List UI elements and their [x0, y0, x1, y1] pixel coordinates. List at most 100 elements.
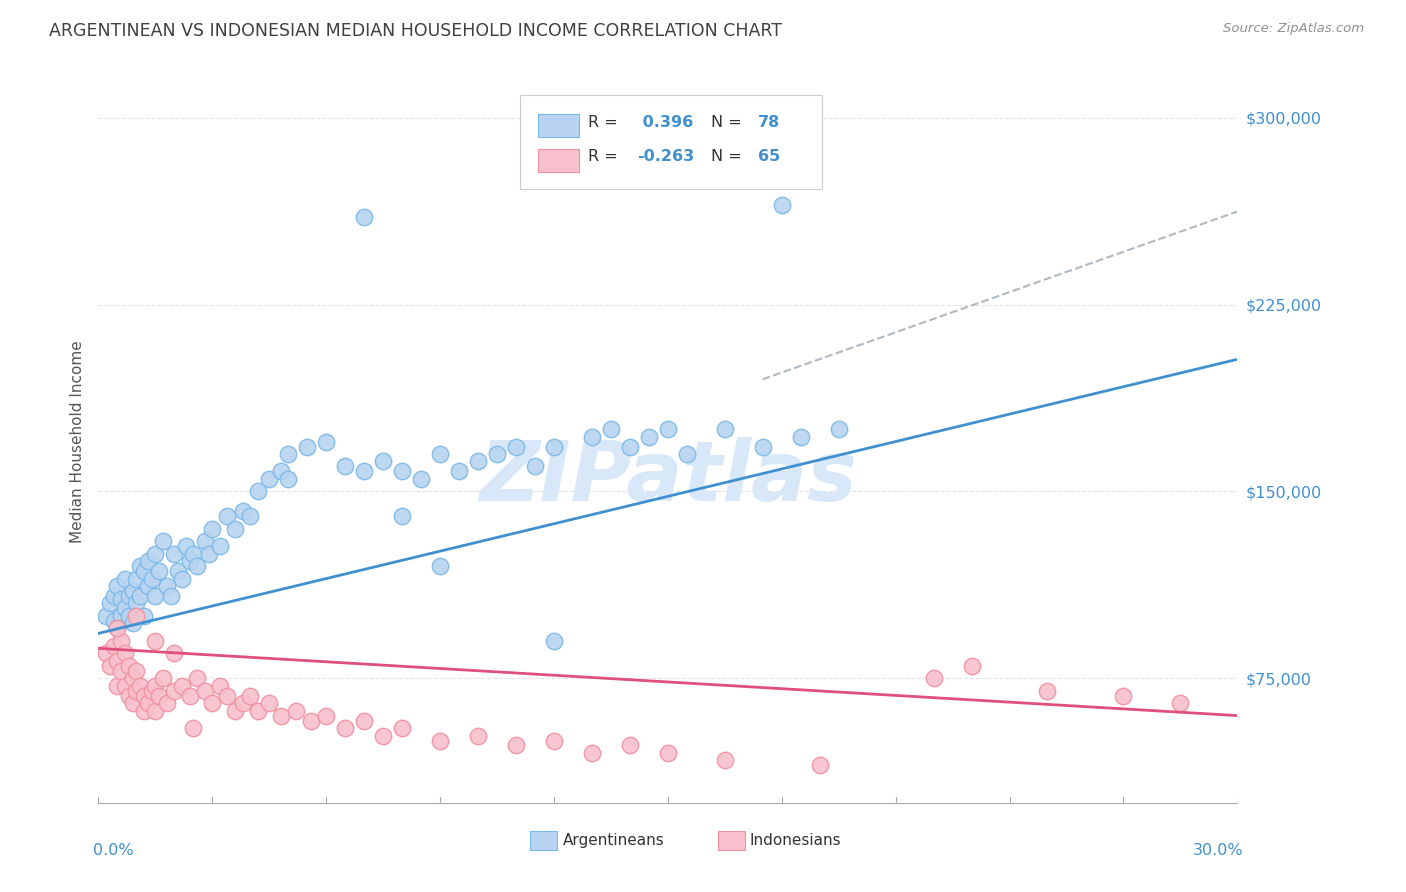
Point	[121, 696, 143, 710]
Point	[186, 671, 208, 685]
Point	[297, 440, 319, 454]
Point	[270, 708, 292, 723]
Text: 30.0%: 30.0%	[1192, 843, 1243, 857]
Point	[259, 472, 281, 486]
Point	[277, 447, 299, 461]
Point	[790, 429, 813, 443]
Point	[335, 459, 357, 474]
Point	[114, 646, 136, 660]
Point	[94, 609, 117, 624]
Point	[543, 440, 565, 454]
Point	[246, 704, 269, 718]
Point	[208, 679, 231, 693]
Point	[1170, 696, 1192, 710]
Point	[657, 422, 679, 436]
Point	[118, 609, 141, 624]
Point	[145, 589, 167, 603]
Point	[136, 554, 159, 568]
Point	[277, 472, 299, 486]
Point	[129, 559, 152, 574]
Point	[107, 621, 129, 635]
Point	[118, 589, 141, 603]
Point	[201, 522, 224, 536]
Point	[141, 572, 163, 586]
Text: N =: N =	[711, 115, 747, 129]
Point	[145, 704, 167, 718]
Point	[163, 683, 186, 698]
Point	[194, 683, 217, 698]
Text: 65: 65	[758, 149, 780, 164]
Point	[125, 609, 148, 624]
Point	[449, 465, 471, 479]
Point	[581, 429, 603, 443]
Point	[156, 579, 179, 593]
Point	[770, 198, 793, 212]
Point	[125, 572, 148, 586]
Point	[103, 639, 125, 653]
Point	[371, 454, 394, 468]
Point	[163, 547, 186, 561]
Point	[232, 504, 254, 518]
Point	[103, 589, 125, 603]
Point	[197, 547, 219, 561]
Text: 0.0%: 0.0%	[93, 843, 134, 857]
Point	[315, 434, 337, 449]
Point	[714, 754, 737, 768]
Point	[148, 689, 170, 703]
Point	[828, 422, 851, 436]
Point	[335, 721, 357, 735]
Point	[353, 465, 375, 479]
Point	[145, 547, 167, 561]
Point	[167, 564, 190, 578]
Point	[148, 564, 170, 578]
Point	[125, 683, 148, 698]
Point	[284, 704, 307, 718]
Point	[94, 646, 117, 660]
Point	[505, 440, 527, 454]
Point	[1036, 683, 1059, 698]
Y-axis label: Median Household Income: Median Household Income	[69, 340, 84, 543]
Point	[960, 658, 983, 673]
Point	[183, 721, 205, 735]
Point	[156, 696, 179, 710]
Point	[239, 689, 262, 703]
Point	[114, 572, 136, 586]
Point	[524, 459, 547, 474]
Point	[505, 739, 527, 753]
Point	[638, 429, 661, 443]
Point	[391, 509, 413, 524]
Point	[118, 689, 141, 703]
Point	[429, 447, 451, 461]
Point	[179, 554, 201, 568]
Point	[232, 696, 254, 710]
Point	[179, 689, 201, 703]
Text: Source: ZipAtlas.com: Source: ZipAtlas.com	[1223, 22, 1364, 36]
Text: R =: R =	[588, 115, 623, 129]
Point	[174, 539, 197, 553]
Point	[159, 589, 181, 603]
Point	[132, 704, 155, 718]
Point	[467, 729, 489, 743]
Point	[110, 591, 132, 606]
Point	[121, 584, 143, 599]
Text: N =: N =	[711, 149, 747, 164]
Point	[201, 696, 224, 710]
Point	[152, 671, 174, 685]
Text: ARGENTINEAN VS INDONESIAN MEDIAN HOUSEHOLD INCOME CORRELATION CHART: ARGENTINEAN VS INDONESIAN MEDIAN HOUSEHO…	[49, 22, 782, 40]
Point	[114, 679, 136, 693]
Point	[208, 539, 231, 553]
Point	[619, 739, 641, 753]
Point	[270, 465, 292, 479]
FancyBboxPatch shape	[538, 114, 579, 137]
Point	[107, 621, 129, 635]
Point	[217, 689, 239, 703]
Point	[98, 658, 121, 673]
Point	[103, 614, 125, 628]
Point	[353, 211, 375, 225]
Point	[110, 609, 132, 624]
Point	[224, 704, 246, 718]
Point	[170, 572, 193, 586]
Point	[194, 534, 217, 549]
Point	[125, 597, 148, 611]
Point	[543, 633, 565, 648]
